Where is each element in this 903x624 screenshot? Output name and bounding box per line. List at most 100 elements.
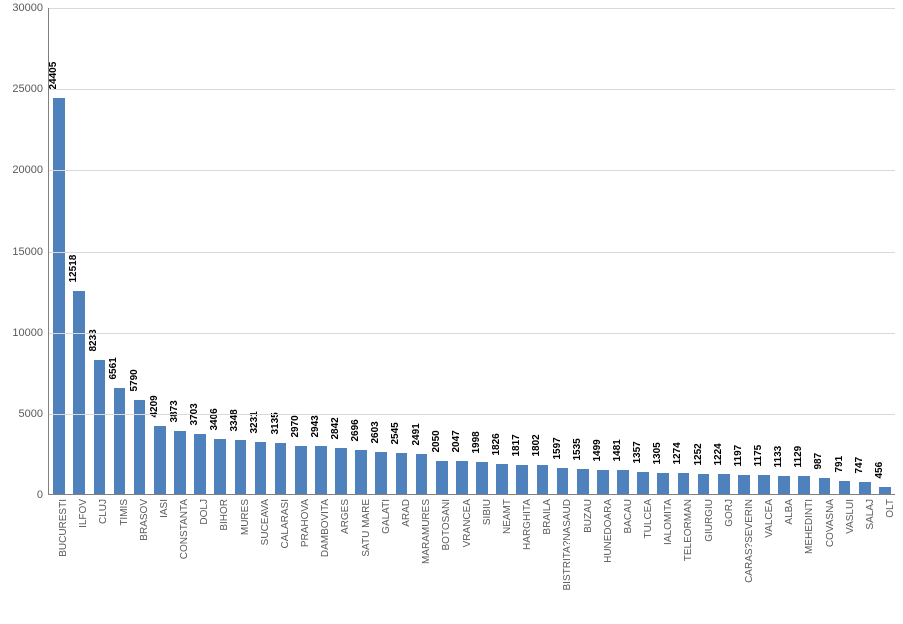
bar-value-label: 791 — [834, 456, 845, 473]
gridline — [49, 170, 895, 171]
y-tick-label: 30000 — [12, 2, 49, 14]
x-label-slot: SALAJ — [855, 495, 875, 624]
bar-value-label: 3348 — [229, 409, 240, 431]
x-label-slot: IASI — [149, 495, 169, 624]
x-label-slot: GALATI — [371, 495, 391, 624]
x-label-slot: SUCEAVA — [250, 495, 270, 624]
bar-value-label: 1357 — [632, 441, 643, 463]
bar-value-label: 1802 — [531, 434, 542, 456]
x-label-slot: CALARASI — [270, 495, 290, 624]
x-label-slot: OLT — [875, 495, 895, 624]
bar — [879, 487, 891, 494]
bar — [295, 446, 307, 494]
bar-value-label: 1535 — [572, 438, 583, 460]
x-label-slot: VRANCEA — [451, 495, 471, 624]
bar-value-label: 3873 — [169, 400, 180, 422]
bar — [617, 470, 629, 494]
bar — [718, 474, 730, 494]
bar-value-label: 2047 — [451, 430, 462, 452]
y-tick-label: 20000 — [12, 164, 49, 176]
x-label-slot: CLUJ — [88, 495, 108, 624]
bar-value-label: 1597 — [552, 437, 563, 459]
bar — [174, 431, 186, 494]
x-label-slot: MEHEDINTI — [794, 495, 814, 624]
bar — [537, 465, 549, 494]
bar-value-label: 1998 — [471, 431, 482, 453]
bar — [53, 98, 65, 494]
x-label-slot: BISTRITA?NASAUD — [552, 495, 572, 624]
x-label-slot: MARAMURES — [411, 495, 431, 624]
x-label-slot: BUZAU — [572, 495, 592, 624]
bar — [657, 473, 669, 494]
x-label-slot: COVASNA — [815, 495, 835, 624]
bar — [335, 448, 347, 494]
bar — [355, 450, 367, 494]
x-axis-label: OLT — [885, 499, 896, 518]
x-label-slot: TELEORMAN — [673, 495, 693, 624]
bar-value-label: 2603 — [370, 421, 381, 443]
bar-value-label: 1197 — [733, 444, 744, 466]
bar — [396, 453, 408, 494]
gridline — [49, 252, 895, 253]
bar-value-label: 2545 — [390, 422, 401, 444]
bar-value-label: 3135 — [270, 412, 281, 434]
bar-value-label: 2842 — [330, 417, 341, 439]
bar-value-label: 2491 — [411, 423, 422, 445]
y-tick-label: 10000 — [12, 327, 49, 339]
bar-value-label: 1133 — [773, 445, 784, 467]
bar — [557, 468, 569, 494]
bar — [375, 452, 387, 494]
bar-value-label: 6561 — [108, 357, 119, 379]
bar — [496, 464, 508, 494]
bar — [94, 360, 106, 494]
bar-value-label: 1481 — [612, 439, 623, 461]
bar-value-label: 3406 — [209, 408, 220, 430]
bar — [315, 446, 327, 494]
x-label-slot: BACAU — [613, 495, 633, 624]
bar-value-label: 5790 — [129, 369, 140, 391]
plot-area: 2440512518823365615790420938733703340633… — [48, 8, 895, 495]
bar — [416, 454, 428, 494]
x-label-slot: CARAS?SEVERIN — [734, 495, 754, 624]
x-label-slot: NEAMT — [492, 495, 512, 624]
gridline — [49, 89, 895, 90]
bar — [255, 442, 267, 494]
bar — [637, 472, 649, 494]
x-label-slot: VASLUI — [835, 495, 855, 624]
bar — [275, 443, 287, 494]
bar-value-label: 456 — [874, 461, 885, 478]
x-label-slot: ARGES — [330, 495, 350, 624]
y-tick-label: 15000 — [12, 246, 49, 258]
bar-value-label: 2970 — [290, 415, 301, 437]
bar-value-label: 1817 — [511, 434, 522, 456]
bar — [73, 291, 85, 494]
x-label-slot: BUCURESTI — [48, 495, 68, 624]
bar — [436, 461, 448, 494]
x-label-slot: BOTOSANI — [431, 495, 451, 624]
bar — [214, 439, 226, 494]
x-axis-labels: BUCURESTIILFOVCLUJTIMISBRASOVIASICONSTAN… — [48, 495, 895, 624]
bar — [778, 476, 790, 494]
bar-value-label: 1305 — [652, 442, 663, 464]
bar-value-label: 747 — [854, 457, 865, 474]
y-tick-label: 5000 — [19, 408, 49, 420]
x-label-slot: GIURGIU — [694, 495, 714, 624]
bar — [456, 461, 468, 494]
x-label-slot: TULCEA — [633, 495, 653, 624]
bar — [194, 434, 206, 494]
x-label-slot: BRASOV — [129, 495, 149, 624]
x-label-slot: SATU MARE — [351, 495, 371, 624]
x-label-slot: ILFOV — [68, 495, 88, 624]
bar-value-label: 987 — [813, 453, 824, 470]
bar-value-label: 1252 — [693, 443, 704, 465]
x-label-slot: MURES — [230, 495, 250, 624]
bar — [235, 440, 247, 494]
bar — [859, 482, 871, 494]
bar — [476, 462, 488, 494]
x-label-slot: BRAILA — [532, 495, 552, 624]
y-tick-label: 25000 — [12, 83, 49, 95]
x-label-slot: DOLJ — [189, 495, 209, 624]
x-label-slot: ALBA — [774, 495, 794, 624]
x-label-slot: VALCEA — [754, 495, 774, 624]
x-label-slot: PRAHOVA — [290, 495, 310, 624]
